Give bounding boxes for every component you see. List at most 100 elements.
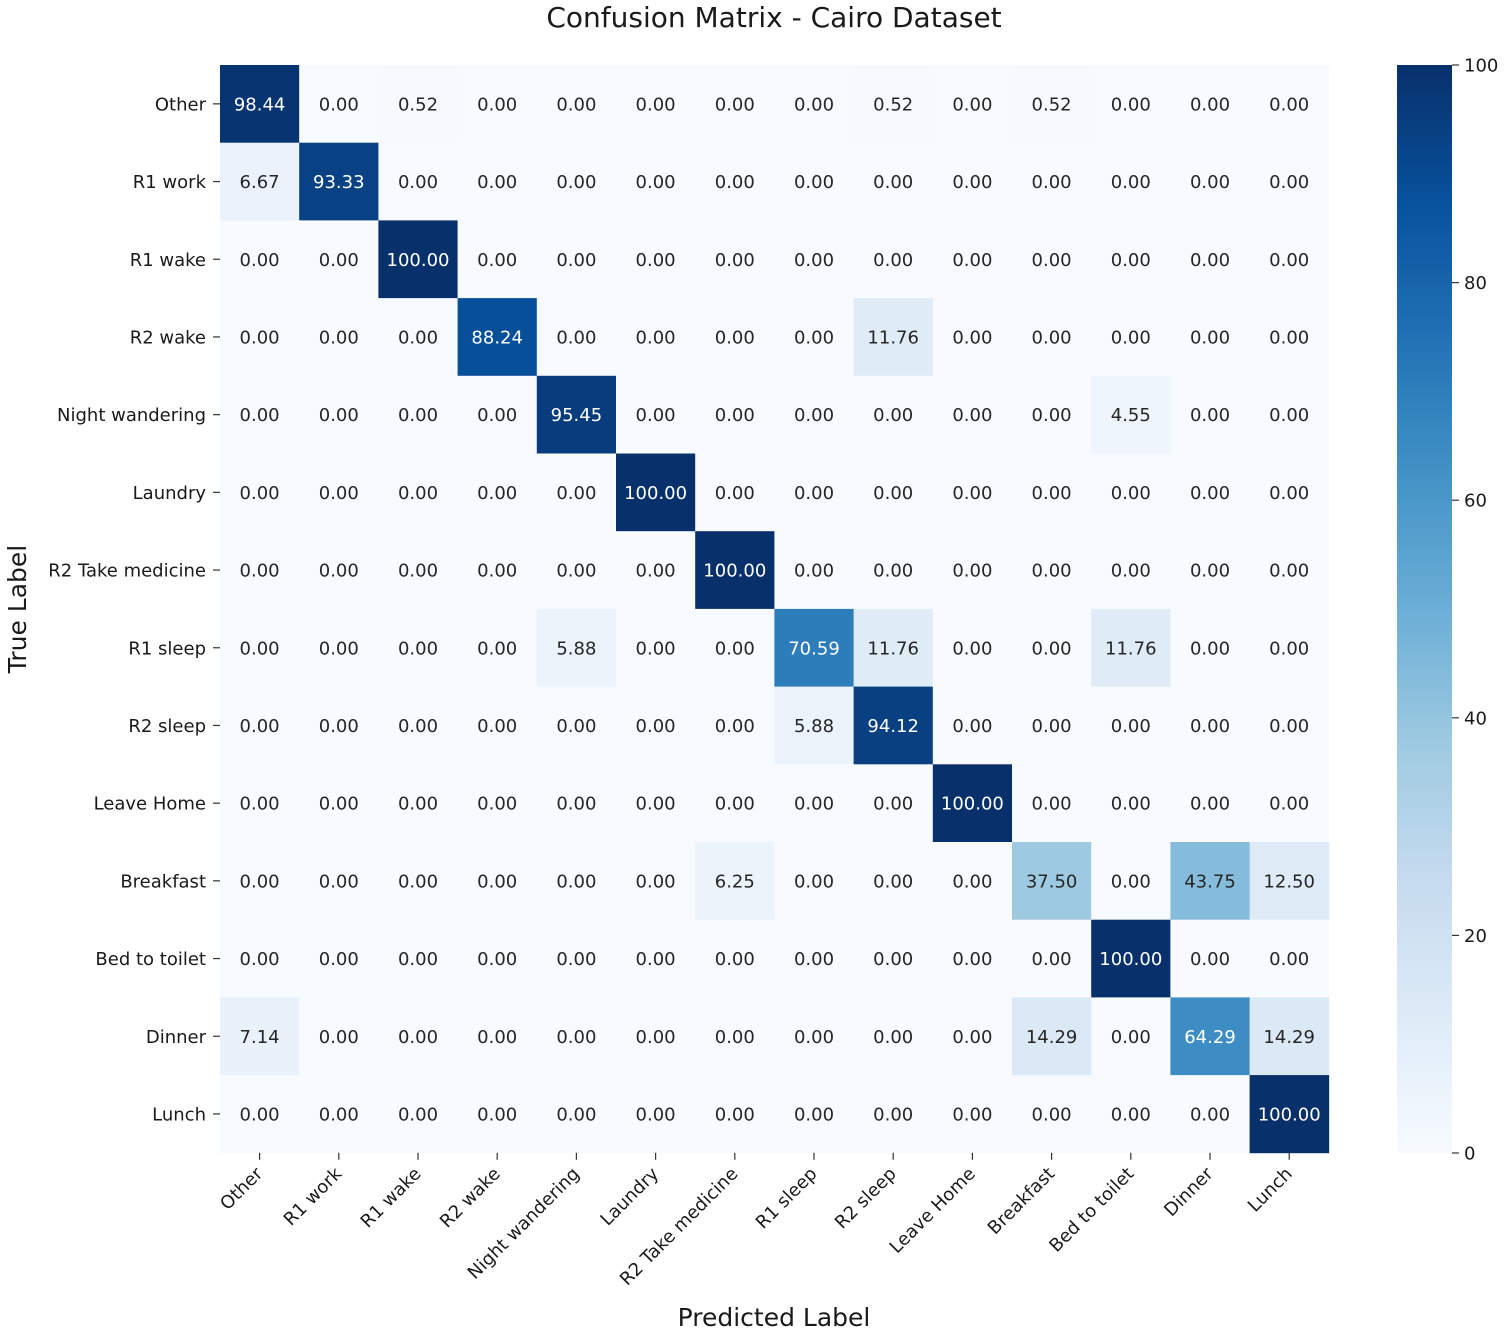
cell-value-label: 0.00 (873, 483, 913, 504)
cell-value-label: 0.00 (952, 1027, 992, 1048)
cell-value-label: 0.00 (952, 327, 992, 348)
heatmap-cell (774, 65, 854, 144)
cell-value-label: 0.00 (319, 1104, 359, 1125)
cell-value-label: 11.76 (1105, 638, 1157, 659)
cell-value-label: 0.00 (556, 949, 596, 970)
heatmap-cell (774, 375, 854, 454)
heatmap-cell (932, 453, 1013, 532)
cell-value-label: 0.00 (556, 94, 596, 115)
cell-value-label: 0.00 (1111, 1027, 1151, 1048)
colorbar-tick-label: 80 (1464, 273, 1487, 294)
y-tick-label-night-wandering: Night wandering (57, 405, 206, 426)
heatmap-cell (695, 997, 775, 1076)
heatmap-cell (299, 686, 379, 765)
cell-value-label: 0.00 (319, 949, 359, 970)
y-tick-label-r1-wake: R1 wake (130, 250, 206, 271)
heatmap-cell (853, 375, 934, 454)
heatmap-cell (616, 686, 696, 765)
y-tick-label-r2-sleep: R2 sleep (128, 716, 206, 737)
cell-value-label: 0.00 (556, 327, 596, 348)
heatmap-cell (932, 919, 1013, 998)
x-tick-label-r1-sleep: R1 sleep (752, 1163, 822, 1233)
x-axis-label: Predicted Label (678, 1303, 871, 1330)
heatmap-cell (1091, 531, 1171, 610)
cell-value-label: 0.00 (873, 172, 913, 193)
cell-value-label: 0.00 (873, 871, 913, 892)
heatmap-cell (1170, 220, 1250, 299)
cell-value-label: 0.00 (319, 405, 359, 426)
cell-value-label: 0.00 (1190, 327, 1230, 348)
cell-value-label: 0.00 (1111, 1104, 1151, 1125)
cell-value-label: 0.00 (398, 949, 438, 970)
heatmap-cell (774, 842, 854, 921)
cell-value-label: 0.00 (1032, 949, 1072, 970)
cell-value-label: 0.00 (952, 1104, 992, 1125)
cell-value-label: 0.00 (319, 871, 359, 892)
cell-value-label: 0.00 (952, 871, 992, 892)
y-tick-label-r1-work: R1 work (133, 172, 207, 193)
heatmap-cell (299, 608, 379, 687)
cell-value-label: 0.00 (477, 1104, 517, 1125)
cell-value-label: 100.00 (1099, 949, 1162, 970)
heatmap-cell (1012, 375, 1092, 454)
heatmap-cell (1170, 142, 1250, 221)
cell-value-label: 6.25 (715, 871, 755, 892)
heatmap-cell (616, 531, 696, 610)
cell-value-label: 0.00 (240, 716, 280, 737)
cell-value-label: 0.00 (319, 1027, 359, 1048)
heatmap-cell (1249, 686, 1330, 765)
heatmap-cell (616, 65, 696, 144)
heatmap-cell (695, 842, 775, 921)
heatmap-cell (1249, 842, 1330, 921)
cell-value-label: 0.00 (556, 250, 596, 271)
cell-value-label: 100.00 (1258, 1104, 1321, 1125)
heatmap-cell (1170, 1075, 1250, 1154)
cell-value-label: 0.00 (1111, 250, 1151, 271)
cell-value-label: 0.00 (715, 483, 755, 504)
heatmap-cell (1091, 220, 1171, 299)
heatmap-cell (378, 453, 458, 532)
heatmap-cell (1091, 298, 1171, 377)
heatmap-cell (1091, 142, 1171, 221)
heatmap-cell (457, 298, 538, 377)
y-tick-label-leave-home: Leave Home (94, 794, 206, 815)
cell-value-label: 0.00 (794, 327, 834, 348)
heatmap-cell (220, 764, 300, 843)
cell-value-label: 0.00 (715, 1027, 755, 1048)
cell-value-label: 0.00 (794, 250, 834, 271)
cell-value-label: 0.00 (556, 1104, 596, 1125)
heatmap-cell (774, 220, 854, 299)
cell-value-label: 0.00 (794, 794, 834, 815)
heatmap-cell (220, 1075, 300, 1154)
cell-value-label: 0.00 (556, 172, 596, 193)
heatmap-cell (1170, 375, 1250, 454)
heatmap-cell (378, 220, 458, 299)
heatmap-cell (853, 608, 934, 687)
cell-value-label: 0.00 (319, 250, 359, 271)
cell-value-label: 0.00 (1190, 1104, 1230, 1125)
cell-value-label: 0.00 (240, 871, 280, 892)
cell-value-label: 100.00 (941, 794, 1004, 815)
heatmap-cell (853, 764, 934, 843)
heatmap-cell (1012, 764, 1092, 843)
heatmap-cell (616, 608, 696, 687)
heatmap-cell (1170, 453, 1250, 532)
cell-value-label: 100.00 (624, 483, 687, 504)
heatmap-cell (1091, 375, 1171, 454)
y-tick-label-other: Other (155, 94, 207, 115)
heatmap-cell (616, 220, 696, 299)
cell-value-label: 0.00 (1111, 483, 1151, 504)
cell-value-label: 0.00 (1111, 94, 1151, 115)
cell-value-label: 0.00 (636, 94, 676, 115)
cell-value-label: 0.00 (240, 638, 280, 659)
y-tick-label-laundry: Laundry (133, 483, 207, 504)
y-tick-label-r2-take-medicine: R2 Take medicine (48, 561, 206, 582)
heatmap-cell (536, 298, 617, 377)
heatmap-cell (695, 919, 775, 998)
cell-value-label: 0.00 (1190, 250, 1230, 271)
heatmap-cell (774, 298, 854, 377)
cell-value-label: 0.00 (1190, 94, 1230, 115)
heatmap-cell (774, 453, 854, 532)
heatmap-cell (695, 65, 775, 144)
cell-value-label: 0.00 (794, 1104, 834, 1125)
